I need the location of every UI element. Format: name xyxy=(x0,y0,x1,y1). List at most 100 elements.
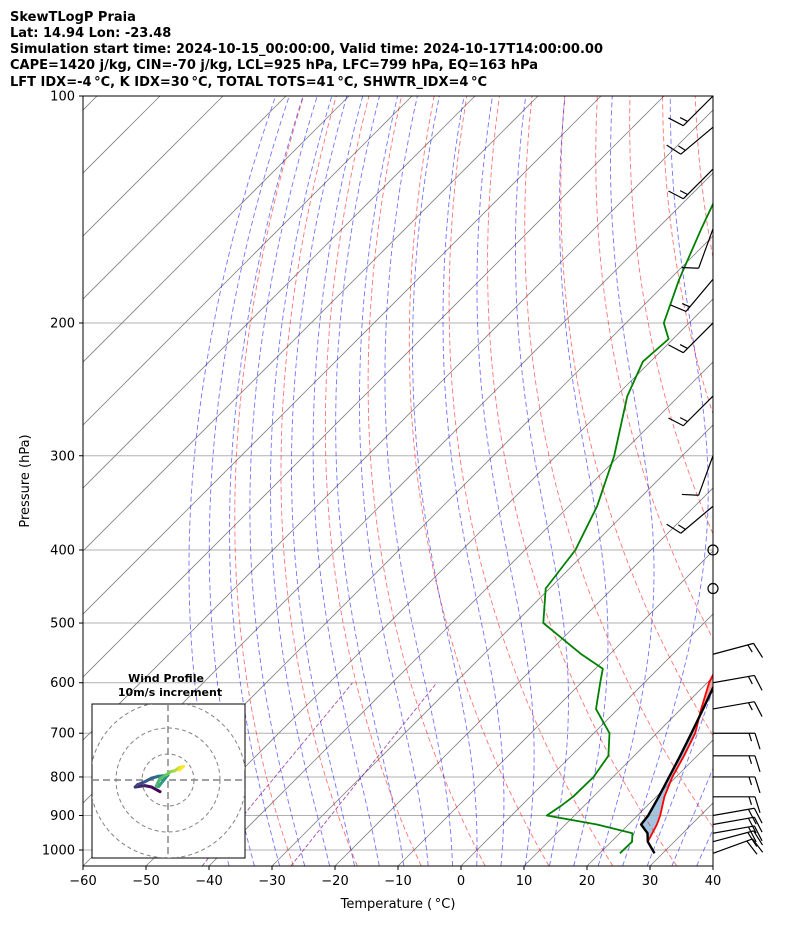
chart-title: SkewTLogP Praia xyxy=(10,10,136,25)
dry-adiabat xyxy=(760,96,794,866)
barb-staff xyxy=(682,395,714,427)
y-tick-label: 1000 xyxy=(42,844,75,859)
barb-staff xyxy=(698,228,714,269)
barb-flag xyxy=(747,817,757,834)
hodograph-title: Wind Profile xyxy=(128,672,204,685)
hodograph-segment xyxy=(150,785,162,794)
isotherm-line xyxy=(712,865,713,866)
x-tick-label: −10 xyxy=(384,874,411,889)
barb-staff xyxy=(685,278,714,312)
indices-line-1: CAPE=1420 j/kg, CIN=-70 j/kg, LCL=925 hP… xyxy=(10,58,538,73)
barb-staff xyxy=(712,830,754,843)
barb-flag xyxy=(753,830,764,846)
y-tick-label: 900 xyxy=(50,809,75,824)
wind-barb xyxy=(666,505,714,534)
barb-staff xyxy=(680,126,714,155)
dry-adiabat xyxy=(595,96,713,640)
isotherm-line xyxy=(649,802,713,866)
y-tick-label: 500 xyxy=(50,617,75,632)
barb-half-flag xyxy=(747,644,753,653)
barb-flag xyxy=(753,643,764,658)
wind-barb xyxy=(712,674,763,691)
barb-flag xyxy=(747,826,757,843)
wind-barb xyxy=(670,278,714,312)
dry-adiabat xyxy=(448,96,614,866)
dry-adiabat xyxy=(487,96,678,866)
dry-adiabat xyxy=(524,96,713,829)
location-line: Lat: 14.94 Lon: -23.48 xyxy=(10,26,171,41)
wind-barb xyxy=(712,830,764,847)
dry-adiabat xyxy=(560,96,713,737)
moist-adiabat xyxy=(559,96,609,866)
barb-staff xyxy=(682,168,714,200)
moist-adiabat xyxy=(335,96,405,866)
isotherm-line xyxy=(83,96,224,237)
isotherm-line xyxy=(83,96,98,111)
barb-flag xyxy=(666,523,682,534)
wind-barb xyxy=(712,642,764,658)
barb-half-flag xyxy=(678,145,686,151)
barb-half-flag xyxy=(679,417,688,423)
barb-staff xyxy=(712,701,755,710)
isotherm-line xyxy=(397,550,713,866)
indices-line-2: LFT IDX=-4 °C, K IDX=30 °C, TOTAL TOTS=4… xyxy=(10,75,487,90)
barb-half-flag xyxy=(747,702,753,711)
moist-adiabat xyxy=(291,96,355,866)
isotherm-line xyxy=(83,96,413,426)
dry-adiabat xyxy=(662,96,713,416)
barb-flag xyxy=(754,796,761,813)
x-tick-label: 30 xyxy=(642,874,659,889)
wind-barb xyxy=(713,755,761,772)
x-tick-label: −40 xyxy=(195,874,222,889)
isotherm-line xyxy=(523,676,713,866)
barb-flag xyxy=(668,344,684,354)
barb-staff xyxy=(682,95,714,127)
barb-half-flag xyxy=(748,796,753,805)
barb-half-flag xyxy=(679,344,688,349)
moist-adiabat xyxy=(312,96,380,866)
calm-circle xyxy=(707,582,719,595)
barb-staff xyxy=(712,816,755,826)
moist-adiabat xyxy=(622,96,709,866)
moist-adiabat xyxy=(384,96,453,866)
barb-half-flag xyxy=(747,676,753,685)
plot-area xyxy=(83,96,794,866)
barb-staff xyxy=(712,807,755,817)
cin-region xyxy=(789,96,794,393)
calm-circle xyxy=(707,544,719,556)
y-tick-label: 600 xyxy=(50,676,75,691)
isotherm-line xyxy=(83,96,602,615)
x-tick-label: 20 xyxy=(579,874,596,889)
x-tick-label: −30 xyxy=(258,874,285,889)
barb-half-flag xyxy=(678,524,686,530)
barb-flag xyxy=(670,304,687,312)
isotherm-line xyxy=(271,424,713,866)
dry-adiabat xyxy=(324,96,422,866)
moist-adiabat xyxy=(270,96,333,866)
wind-barb xyxy=(707,544,719,556)
y-axis-label: Pressure (hPa) xyxy=(18,434,33,527)
moist-adiabat xyxy=(597,96,655,866)
wind-barb xyxy=(713,732,761,750)
y-tick-label: 400 xyxy=(50,543,75,558)
wind-barb xyxy=(713,796,761,813)
temperature-line xyxy=(646,672,713,854)
wind-barb xyxy=(668,168,714,200)
moist-adiabat xyxy=(514,96,569,866)
barb-flag xyxy=(754,733,761,750)
x-tick-label: 10 xyxy=(516,874,533,889)
isotherm-line xyxy=(83,96,476,489)
isotherm-line xyxy=(83,96,539,552)
wind-barb xyxy=(712,807,763,825)
wind-barb xyxy=(668,322,714,354)
isotherm-line xyxy=(83,96,350,363)
moist-adiabat xyxy=(646,687,713,866)
dry-adiabat xyxy=(629,96,713,536)
mixing-ratio-line xyxy=(290,682,438,866)
barb-flag xyxy=(681,266,699,269)
moist-adiabat xyxy=(249,96,318,866)
y-tick-label: 800 xyxy=(50,770,75,785)
barb-flag xyxy=(753,675,763,691)
isotherm-line xyxy=(83,109,713,741)
